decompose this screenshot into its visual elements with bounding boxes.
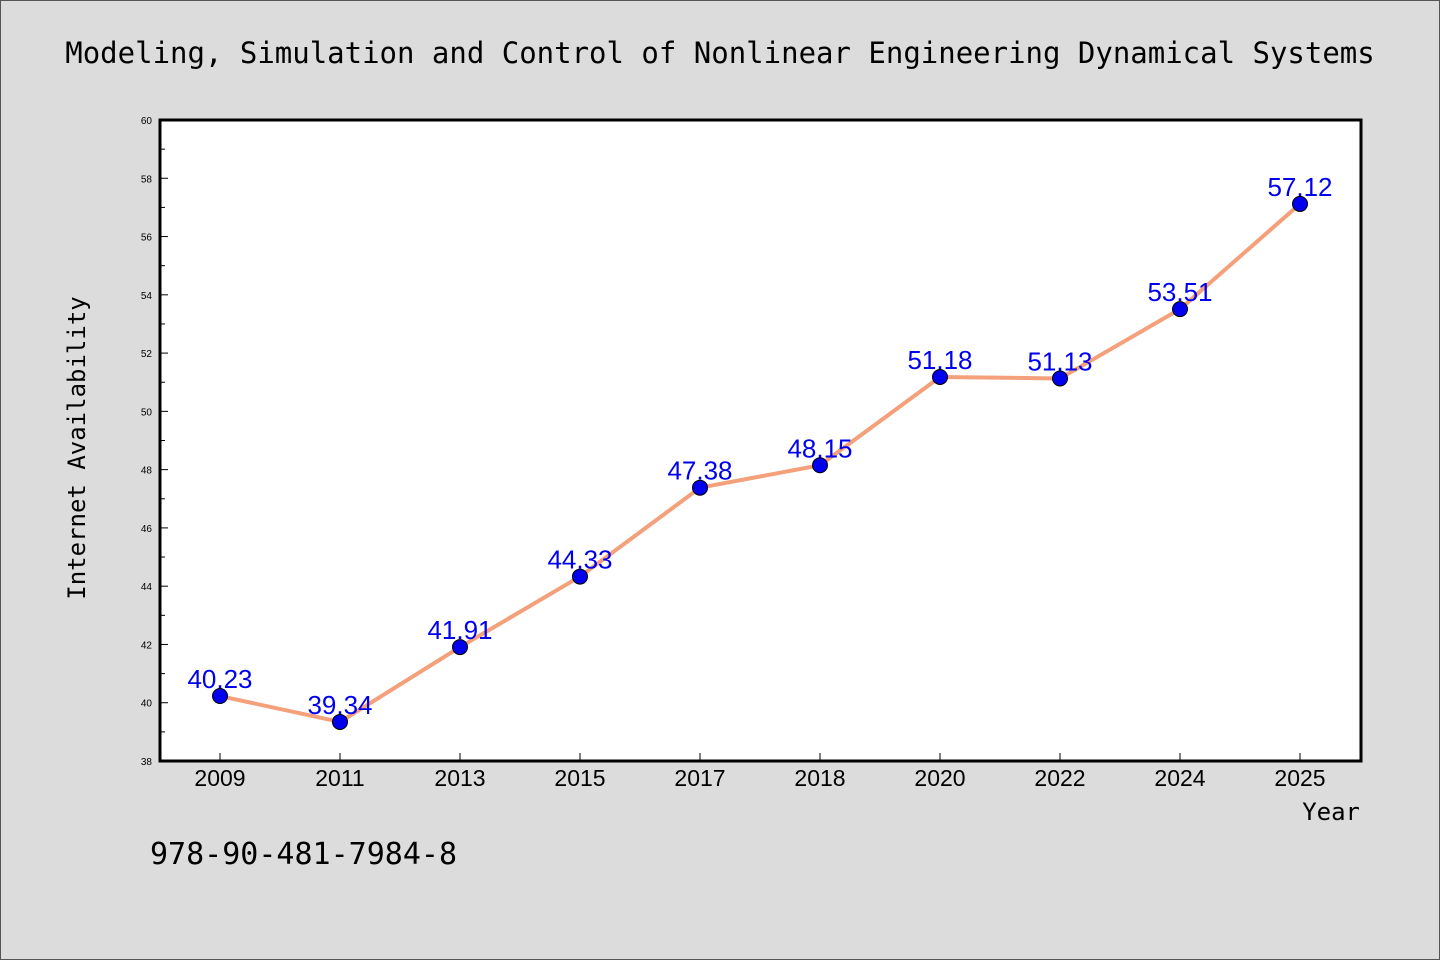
data-label: 57.12 bbox=[1267, 172, 1332, 202]
x-tick-label: 2020 bbox=[914, 765, 965, 791]
data-point bbox=[812, 457, 828, 474]
y-tick-label: 56 bbox=[141, 233, 153, 244]
x-tick-label: 2018 bbox=[794, 765, 845, 791]
data-point bbox=[332, 713, 348, 730]
x-axis: 2009 2011 2013 2015 2017 2018 2020 2022 2024 2025 bbox=[194, 753, 1326, 791]
data-point bbox=[692, 479, 708, 496]
y-tick-label: 58 bbox=[141, 174, 153, 185]
data-point bbox=[572, 568, 588, 585]
data-label: 39.34 bbox=[307, 690, 372, 720]
data-label: 44.33 bbox=[547, 545, 612, 575]
y-axis: 38 40 42 44 46 48 50 52 54 56 58 60 bbox=[141, 116, 168, 768]
y-tick-label: 44 bbox=[141, 582, 153, 593]
data-point bbox=[932, 368, 948, 385]
data-point bbox=[1052, 370, 1068, 387]
data-point bbox=[212, 688, 228, 705]
data-point bbox=[1292, 195, 1308, 212]
isbn-text: 978-90-481-7984-8 bbox=[150, 837, 457, 872]
y-tick-label: 60 bbox=[141, 116, 153, 127]
data-label: 53.51 bbox=[1147, 277, 1212, 307]
x-tick-label: 2025 bbox=[1274, 765, 1325, 791]
chart-title: Modeling, Simulation and Control of Nonl… bbox=[65, 36, 1374, 70]
x-tick-label: 2011 bbox=[315, 765, 364, 791]
x-tick-label: 2013 bbox=[434, 765, 485, 791]
y-tick-label: 40 bbox=[141, 699, 153, 710]
x-tick-label: 2015 bbox=[554, 765, 605, 791]
series-line bbox=[219, 202, 1302, 724]
y-tick-label: 38 bbox=[141, 757, 153, 768]
y-tick-label: 42 bbox=[141, 640, 153, 651]
data-label: 47.38 bbox=[667, 456, 732, 486]
y-tick-label: 48 bbox=[141, 466, 153, 477]
y-tick-label: 50 bbox=[141, 407, 153, 418]
data-label: 41.91 bbox=[427, 615, 492, 645]
series-group: 40.23 39.34 41.91 44.33 47.38 48.15 51.18 51.13… bbox=[187, 172, 1333, 730]
y-tick-label: 46 bbox=[141, 524, 153, 535]
data-label: 51.18 bbox=[907, 345, 972, 375]
y-axis-label: Internet Availability bbox=[63, 296, 91, 599]
data-label: 40.23 bbox=[187, 664, 252, 694]
x-axis-label: Year bbox=[1302, 798, 1360, 826]
x-tick-label: 2022 bbox=[1034, 765, 1085, 791]
x-tick-label: 2009 bbox=[194, 765, 245, 791]
data-point bbox=[452, 639, 468, 656]
data-label: 48.15 bbox=[787, 433, 852, 463]
y-tick-label: 54 bbox=[141, 291, 153, 302]
plot-area bbox=[158, 118, 1363, 763]
data-label: 51.13 bbox=[1027, 346, 1092, 376]
y-tick-label: 52 bbox=[141, 349, 153, 360]
x-tick-label: 2024 bbox=[1154, 765, 1205, 791]
x-tick-label: 2017 bbox=[674, 765, 725, 791]
data-point bbox=[1172, 301, 1188, 318]
